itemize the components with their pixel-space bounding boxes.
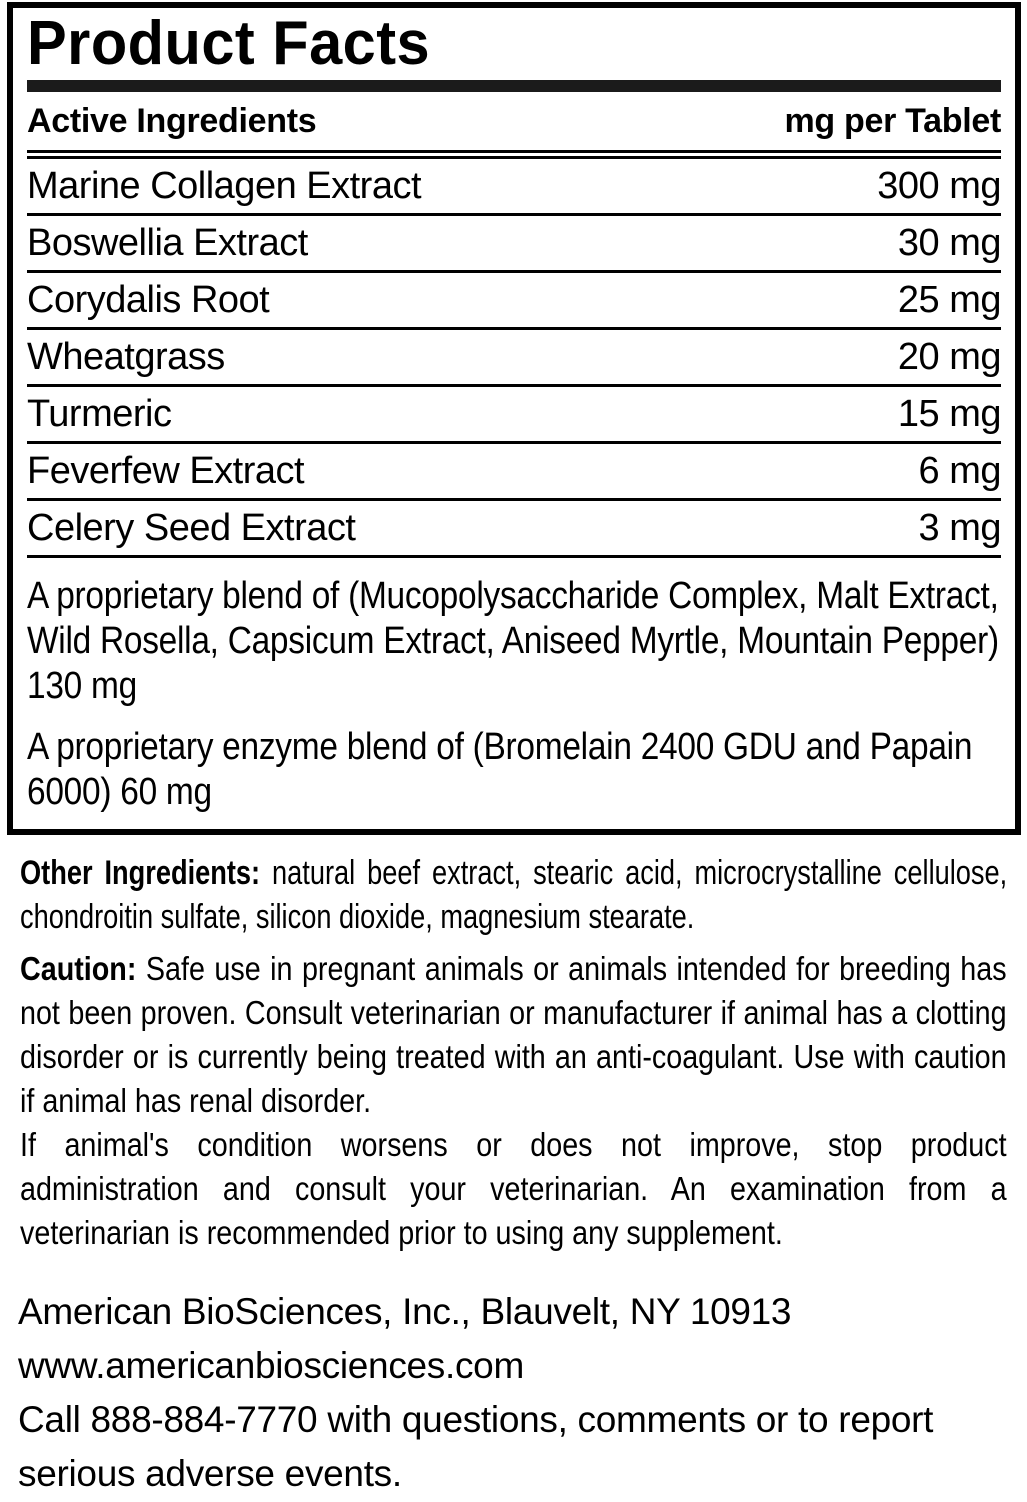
product-facts-panel: Product Facts Active Ingredients mg per …: [7, 2, 1021, 835]
other-ingredients-label: Other Ingredients:: [20, 854, 261, 892]
caution-text-part2: If animal's condition worsens or does no…: [20, 1126, 1007, 1251]
ingredient-name: Marine Collagen Extract: [27, 165, 422, 207]
caution-label: Caution:: [20, 950, 137, 987]
table-row: Corydalis Root 25 mg: [27, 273, 1002, 330]
column-header-active-ingredients: Active Ingredients: [27, 102, 317, 140]
table-row: Feverfew Extract 6 mg: [27, 444, 1002, 501]
manufacturer-info: American BioSciences, Inc., Blauvelt, NY…: [18, 1285, 1007, 1501]
caution-text-part1: Safe use in pregnant animals or animals …: [20, 950, 1007, 1119]
ingredient-name: Corydalis Root: [27, 279, 270, 321]
ingredient-amount: 6 mg: [918, 450, 1002, 492]
label-lower-text: Other Ingredients: natural beef extract,…: [20, 851, 1007, 1255]
ingredient-amount: 20 mg: [897, 336, 1002, 378]
table-row: Turmeric 15 mg: [27, 387, 1002, 444]
ingredient-amount: 15 mg: [897, 393, 1002, 435]
ingredient-name: Turmeric: [27, 393, 172, 435]
ingredient-name: Boswellia Extract: [27, 222, 308, 264]
ingredient-name: Celery Seed Extract: [27, 507, 356, 549]
proprietary-enzyme-blend-paragraph: A proprietary enzyme blend of (Bromelain…: [27, 726, 973, 813]
table-header: Active Ingredients mg per Tablet: [27, 102, 1001, 140]
table-row: Wheatgrass 20 mg: [27, 330, 1002, 387]
website-line: www.americanbiosciences.com: [18, 1345, 524, 1386]
ingredient-amount: 30 mg: [897, 222, 1002, 264]
company-line: American BioSciences, Inc., Blauvelt, NY…: [18, 1291, 792, 1332]
other-ingredients-text: natural beef extract, stearic acid, micr…: [20, 854, 1008, 936]
other-ingredients-paragraph: Other Ingredients: natural beef extract,…: [20, 851, 1007, 939]
table-row: Celery Seed Extract 3 mg: [27, 501, 1002, 558]
caution-paragraph: Caution: Safe use in pregnant animals or…: [20, 947, 1007, 1255]
ingredient-amount: 300 mg: [877, 165, 1001, 207]
title-divider-bar: [27, 80, 1001, 92]
ingredient-name: Wheatgrass: [27, 336, 225, 378]
proprietary-blend-paragraph: A proprietary blend of (Mucopolysacchari…: [27, 575, 999, 707]
table-row: Boswellia Extract 30 mg: [27, 216, 1002, 273]
ingredient-amount: 25 mg: [897, 279, 1002, 321]
column-header-mg-per-tablet: mg per Tablet: [784, 102, 1001, 140]
panel-title: Product Facts: [27, 9, 431, 78]
ingredient-name: Feverfew Extract: [27, 450, 305, 492]
table-row: Marine Collagen Extract 300 mg: [27, 159, 1001, 216]
contact-line: Call 888-884-7770 with questions, commen…: [18, 1399, 934, 1494]
header-double-rule: [27, 150, 1001, 159]
ingredient-amount: 3 mg: [918, 507, 1002, 549]
